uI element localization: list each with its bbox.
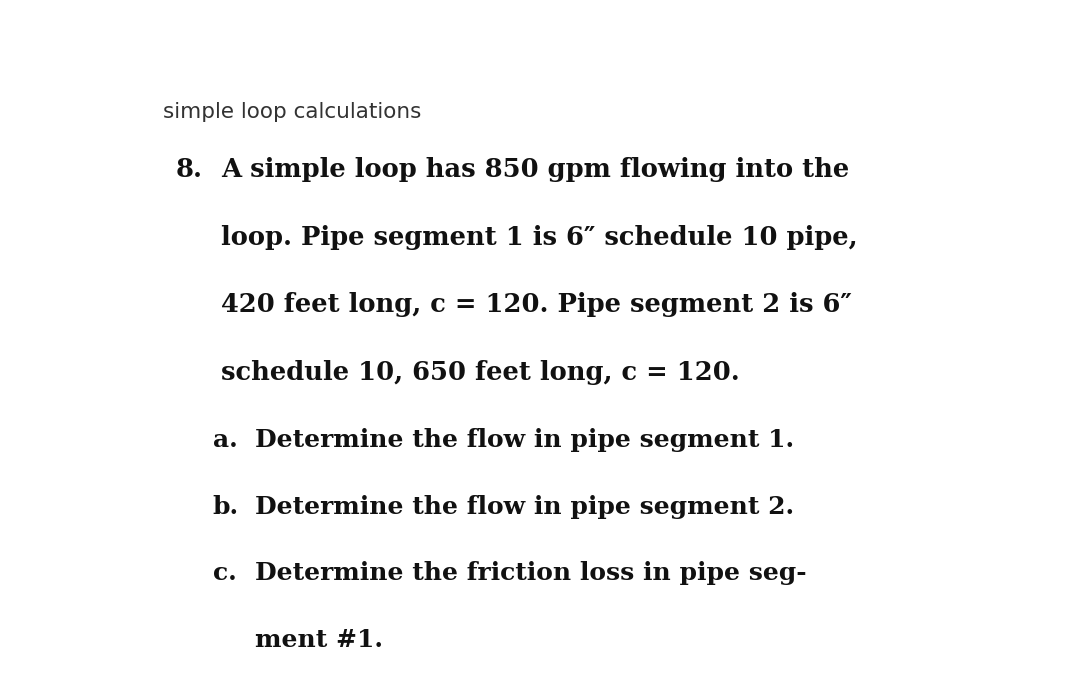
Text: schedule 10, 650 feet long, c = 120.: schedule 10, 650 feet long, c = 120. — [221, 360, 740, 385]
Text: 8.: 8. — [175, 157, 202, 182]
Text: Determine the flow in pipe segment 1.: Determine the flow in pipe segment 1. — [255, 428, 794, 452]
Text: ment #1.: ment #1. — [255, 628, 382, 652]
Text: 420 feet long, c = 120. Pipe segment 2 is 6″: 420 feet long, c = 120. Pipe segment 2 i… — [221, 292, 852, 318]
Text: Determine the flow in pipe segment 2.: Determine the flow in pipe segment 2. — [255, 495, 794, 519]
Text: c.: c. — [213, 561, 237, 586]
Text: loop. Pipe segment 1 is 6″ schedule 10 pipe,: loop. Pipe segment 1 is 6″ schedule 10 p… — [221, 225, 858, 250]
Text: a.: a. — [213, 428, 238, 452]
Text: A simple loop has 850 gpm flowing into the: A simple loop has 850 gpm flowing into t… — [221, 157, 850, 182]
Text: b.: b. — [213, 495, 239, 519]
Text: Determine the friction loss in pipe seg-: Determine the friction loss in pipe seg- — [255, 561, 807, 586]
Text: simple loop calculations: simple loop calculations — [163, 102, 421, 122]
